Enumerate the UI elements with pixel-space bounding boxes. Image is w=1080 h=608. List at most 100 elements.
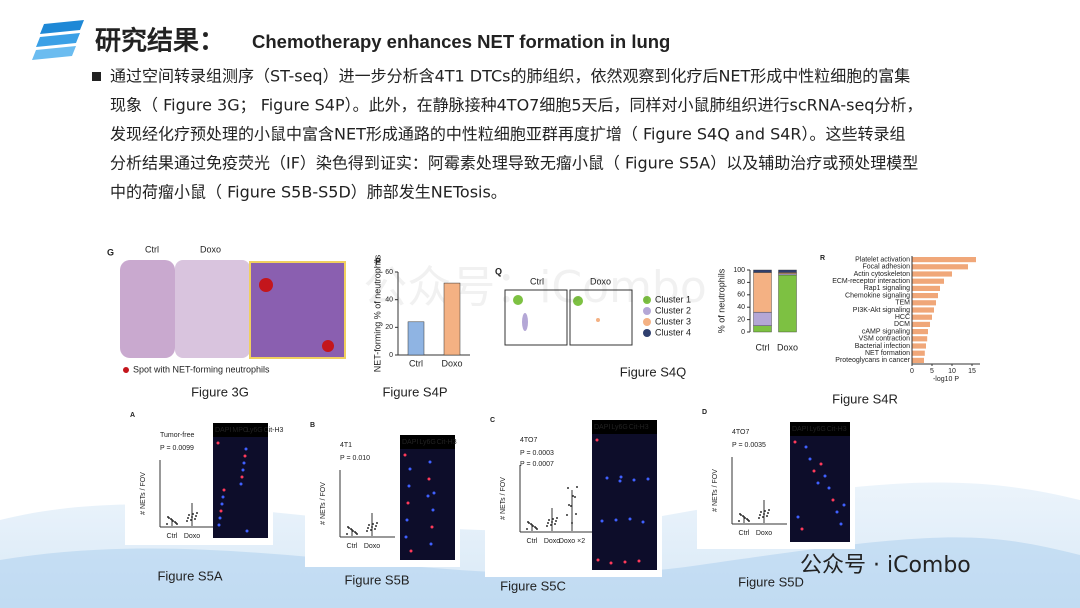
bar [912, 357, 924, 363]
y-tick-label: 60 [385, 269, 393, 276]
y-tick-label: 100 [733, 267, 745, 274]
point [556, 517, 558, 519]
cell [220, 502, 224, 506]
bar [912, 321, 930, 327]
stain-label: DAPI [792, 426, 808, 433]
watermark: 公众号 · iCombo [800, 553, 971, 578]
stain-legend-bg [400, 435, 455, 449]
panel-letter: A [130, 412, 135, 419]
stain-label: DAPI [594, 424, 610, 431]
bar [912, 350, 925, 356]
point [176, 523, 178, 525]
legend-swatch [643, 329, 651, 337]
cell [219, 509, 223, 513]
legend-label: Cluster 2 [655, 305, 691, 315]
stain-label: Cit-H3 [629, 424, 649, 431]
cell [242, 461, 246, 465]
point [546, 525, 548, 527]
x-tick-label: Ctrl [167, 533, 178, 540]
p-value: P = 0.0099 [160, 445, 194, 452]
bar-segment [753, 269, 772, 273]
y-tick-label: 20 [737, 316, 745, 323]
bar [912, 300, 936, 306]
caption: Figure S5B [344, 572, 409, 587]
x-tick-label: Ctrl [409, 358, 423, 368]
cell [243, 454, 247, 458]
bullet [92, 72, 101, 81]
point [526, 528, 528, 530]
point [547, 522, 549, 524]
point [346, 533, 348, 535]
category-label: PI3K-Akt signaling [853, 307, 910, 314]
cell [405, 518, 409, 522]
legend: Spot with NET-forming neutrophils [133, 364, 270, 374]
cell [244, 447, 248, 451]
category-label: Actin cytoskeleton [854, 271, 911, 278]
bar-segment [753, 311, 772, 327]
y-axis-label: # NETs / FOV [320, 482, 327, 525]
cell [431, 508, 435, 512]
stain-label: Ly6G [809, 426, 825, 433]
x-axis-label: -log10 P [933, 376, 959, 383]
p-value: P = 0.0007 [520, 461, 554, 468]
bar [912, 343, 926, 349]
cluster [513, 295, 523, 305]
bar-segment [753, 272, 772, 313]
label: Doxo [200, 244, 221, 254]
cell [796, 515, 800, 519]
point [748, 520, 750, 522]
cell [241, 468, 245, 472]
x-tick-label: Doxo [777, 342, 798, 352]
cell [804, 445, 808, 449]
caption: Figure S5C [500, 578, 566, 593]
point [376, 522, 378, 524]
cell [406, 501, 410, 505]
legend-label: Cluster 4 [655, 327, 691, 337]
bar [912, 271, 952, 277]
category-label: TEM [895, 300, 910, 307]
point [168, 517, 170, 519]
fluorescence-image [592, 434, 657, 570]
tissue [175, 260, 250, 358]
cell [426, 494, 430, 498]
point [555, 520, 557, 522]
category-label: NET formation [865, 350, 910, 357]
point [367, 527, 369, 529]
stain-legend-bg [790, 422, 850, 436]
label: Doxo [590, 276, 611, 286]
caption: Figure S4P [382, 384, 447, 399]
wave [0, 537, 1080, 608]
cell [216, 441, 220, 445]
x-tick-label: Doxo [544, 538, 560, 545]
cell [404, 535, 408, 539]
point [366, 530, 368, 532]
panel-letter: B [310, 422, 315, 429]
stain-label: DAPI [215, 427, 231, 434]
label: Ctrl [145, 244, 159, 254]
cell [628, 517, 632, 521]
p-value: P = 0.0003 [520, 450, 554, 457]
x-tick-label: 10 [948, 368, 956, 375]
legend-label: Cluster 1 [655, 294, 691, 304]
cell [409, 549, 413, 553]
category-label: Platelet activation [855, 256, 910, 263]
panel-title: 4T1 [340, 442, 352, 449]
point [740, 514, 742, 516]
stain-label: Cit-H3 [437, 439, 457, 446]
bar [912, 293, 938, 299]
point [536, 528, 538, 530]
point [195, 515, 197, 517]
point [188, 514, 190, 516]
x-tick-label: 5 [930, 368, 934, 375]
figure-3g: G Ctrl Doxo Spot with NET-forming neutro… [107, 244, 346, 399]
point [768, 509, 770, 511]
paragraph: 通过空间转录组测序（ST-seq）进一步分析含4T1 DTCs的肺组织，依然观察… [110, 67, 922, 202]
point [758, 517, 760, 519]
caption: Figure S4R [832, 391, 898, 406]
point [575, 513, 577, 515]
p-value: P = 0.010 [340, 455, 370, 462]
y-tick-label: 80 [737, 279, 745, 286]
paragraph-line: 通过空间转录组测序（ST-seq）进一步分析含4T1 DTCs的肺组织，依然观察… [110, 67, 910, 86]
cell [217, 523, 221, 527]
y-tick-label: 40 [737, 304, 745, 311]
